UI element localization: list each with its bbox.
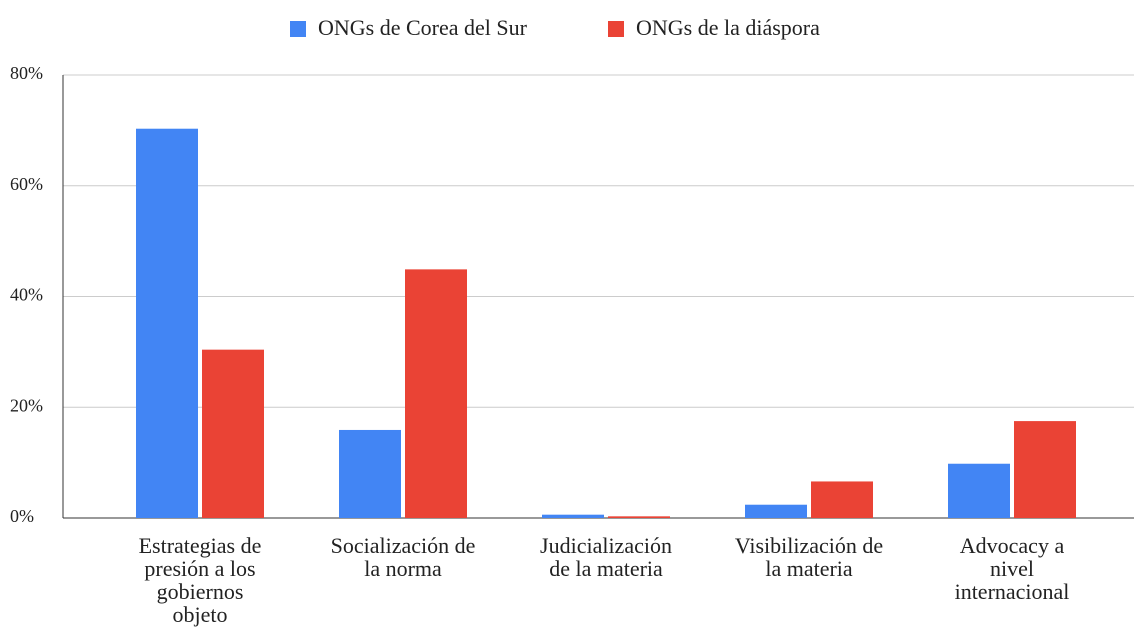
bar — [1014, 421, 1076, 518]
bar — [542, 514, 604, 518]
x-tick-label: Judicialización de la materia — [540, 533, 672, 581]
bar — [339, 429, 401, 518]
legend-label: ONGs de Corea del Sur — [318, 15, 528, 40]
y-tick-label: 20% — [10, 395, 43, 415]
legend-swatch — [290, 21, 306, 37]
y-tick-label: 80% — [10, 63, 43, 83]
bar — [608, 516, 670, 518]
bar — [745, 504, 807, 518]
y-tick-label: 60% — [10, 174, 43, 194]
legend-label: ONGs de la diáspora — [636, 15, 820, 40]
x-tick-label: Visibilización de la materia — [735, 533, 883, 581]
bar — [811, 481, 873, 518]
bar — [405, 269, 467, 518]
y-tick-label: 40% — [10, 285, 43, 305]
x-tick-label: Estrategias de presión a los gobiernos obje… — [139, 533, 262, 627]
legend-swatch — [608, 21, 624, 37]
y-tick-label: 0% — [10, 506, 34, 526]
bar — [948, 463, 1010, 518]
x-tick-label: Socialización de la norma — [331, 533, 476, 581]
x-tick-label: Advocacy a nivel internacional — [955, 533, 1070, 604]
bar — [136, 128, 198, 518]
bar — [202, 349, 264, 518]
